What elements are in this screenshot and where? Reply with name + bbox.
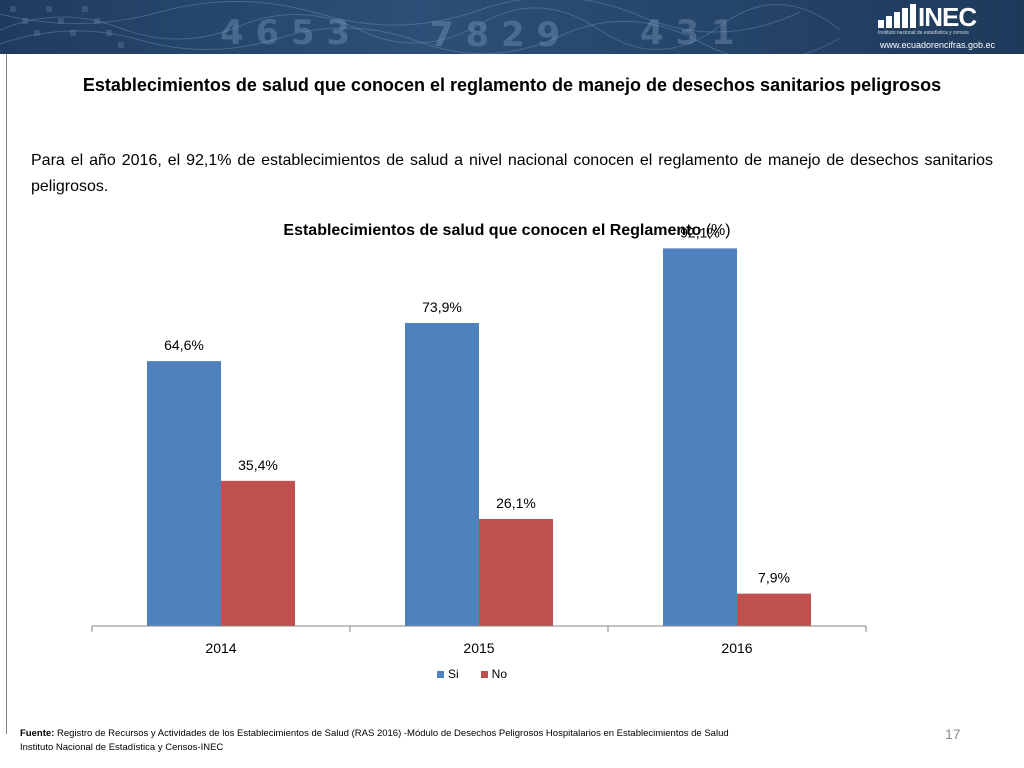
bar-si-2014 — [147, 361, 221, 626]
source-text: Registro de Recursos y Actividades de lo… — [54, 728, 729, 739]
bar-no-2016 — [737, 593, 811, 626]
legend-item-no: No — [480, 667, 508, 681]
svg-text:7 8 2 9: 7 8 2 9 — [430, 15, 560, 54]
logo-tagline: Instituto nacional de estadística y cens… — [878, 30, 969, 36]
bar-si-2015 — [405, 323, 479, 626]
data-label-si-2015: 73,9% — [422, 299, 462, 315]
data-label-no-2015: 26,1% — [496, 495, 536, 511]
chart-legend: Si No — [437, 665, 529, 683]
bar-no-2014 — [221, 480, 295, 626]
source-institution: Instituto Nacional de Estadística y Cens… — [20, 742, 224, 753]
source-label: Fuente: — [20, 728, 55, 739]
legend-swatch — [437, 670, 444, 678]
data-label-no-2016: 7,9% — [758, 570, 790, 586]
inec-logo: INEC Instituto nacional de estadística y… — [878, 2, 996, 50]
x-tick-label-2015: 2015 — [463, 640, 494, 656]
svg-text:4 6 5 3: 4 6 5 3 — [220, 13, 350, 53]
chart-title-suffix: (%) — [701, 222, 731, 239]
left-divider — [6, 54, 7, 734]
page-number: 17 — [945, 726, 961, 742]
x-tick-label-2016: 2016 — [721, 640, 752, 656]
x-tick-label-2014: 2014 — [205, 640, 236, 656]
chart-title-bold: Establecimientos de salud que conocen el… — [283, 222, 702, 239]
intro-paragraph: Para el año 2016, el 92,1% de establecim… — [31, 152, 993, 195]
banner-decoration: 4 6 5 3 7 8 2 9 4 3 1 — [0, 0, 841, 54]
svg-text:4 3 1: 4 3 1 — [640, 13, 735, 53]
header-banner: 4 6 5 3 7 8 2 9 4 3 1 INEC Instituto nac… — [0, 0, 1024, 54]
legend-item-si: Si — [437, 667, 459, 681]
logo-brand: INEC — [918, 2, 977, 32]
bar-no-2015 — [479, 518, 553, 626]
legend-label: No — [491, 667, 508, 681]
data-label-no-2014: 35,4% — [238, 457, 278, 473]
slide-title: Establecimientos de salud que conocen el… — [82, 75, 942, 95]
logo-bars-icon — [878, 4, 918, 28]
legend-swatch — [480, 670, 488, 678]
chart-title: Establecimientos de salud que conocen el… — [0, 222, 1014, 240]
bar-si-2016 — [663, 248, 737, 626]
data-label-si-2014: 64,6% — [164, 337, 204, 353]
footer-source: Fuente: Registro de Recursos y Actividad… — [20, 727, 729, 755]
logo-url: www.ecuadorencifras.gob.ec — [880, 40, 996, 50]
legend-label: Si — [448, 667, 459, 681]
